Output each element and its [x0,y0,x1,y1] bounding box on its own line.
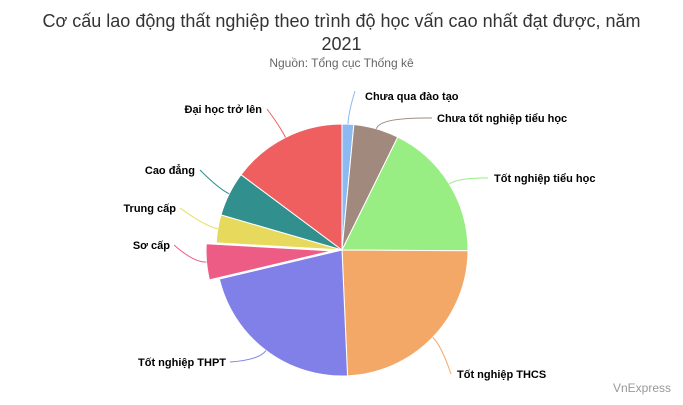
slice-connector-line [179,207,218,230]
slice-connector-line [266,108,286,138]
slice-label: Tốt nghiệp tiểu học [494,173,595,185]
slice-connector-line [448,177,489,185]
slice-label: Chưa qua đào tạo [365,91,459,103]
slice-label: Sơ cấp [133,240,170,252]
slice-connector-line [432,337,452,375]
slice-connector-line [347,90,356,125]
slice-label: Tốt nghiệp THCS [457,369,546,381]
pie-slice[interactable] [341,249,469,377]
slice-connector-line [199,169,230,195]
slice-connector-line [173,244,207,263]
slice-connector-line [375,117,433,130]
pie-slice[interactable] [240,123,343,251]
pie-slice[interactable] [218,249,349,377]
slice-label: Đại học trở lên [185,104,263,116]
chart-title-line-1: Cơ cấu lao động thất nghiệp theo trình đ… [42,11,641,31]
slice-label: Chưa tốt nghiệp tiểu học [437,113,567,125]
slice-connector-line [229,350,267,363]
slice-label: Tốt nghiệp THPT [138,357,226,369]
slice-label: Cao đẳng [145,164,195,177]
chart-subtitle: Nguồn: Tổng cục Thống kê [269,56,414,70]
slice-label: Trung cấp [123,203,176,215]
chart-title-line-2: 2021 [321,34,362,54]
chart-title: Cơ cấu lao động thất nghiệp theo trình đ… [0,10,683,56]
credit-label: VnExpress [612,381,671,395]
